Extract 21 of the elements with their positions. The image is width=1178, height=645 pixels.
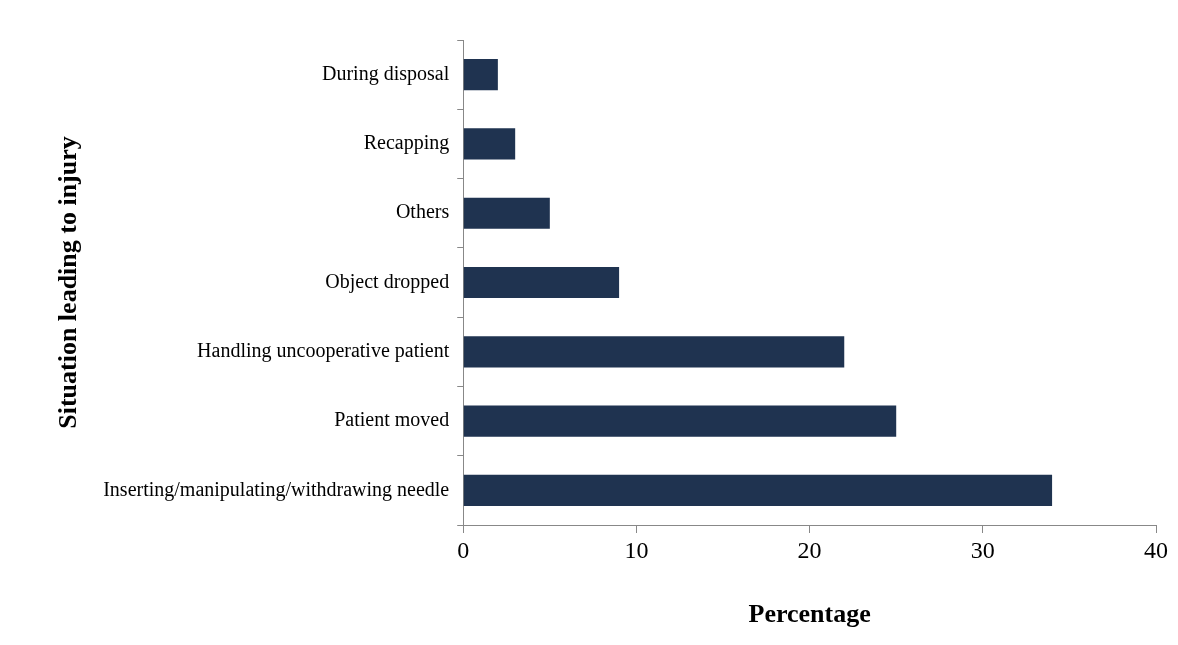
x-tick-label: 0 <box>457 536 470 563</box>
x-tick-label: 10 <box>624 536 649 563</box>
bar <box>463 474 1053 506</box>
y-tick-label: Inserting/manipulating/withdrawing needle <box>103 477 450 501</box>
y-tick-label: During disposal <box>322 61 450 85</box>
x-tick-label: 30 <box>970 536 995 563</box>
bar <box>463 59 498 91</box>
y-tick-label: Patient moved <box>334 408 450 431</box>
bar <box>463 197 550 229</box>
y-tick-label: Handling uncooperative patient <box>197 339 450 363</box>
y-tick-label: Others <box>395 200 450 223</box>
bar <box>463 405 897 437</box>
x-tick-label: 20 <box>797 536 822 563</box>
y-tick-label: Recapping <box>363 131 450 155</box>
x-axis-title: Percentage <box>748 599 871 629</box>
y-tick-label: Object dropped <box>325 269 450 293</box>
x-tick-label: 40 <box>1144 536 1168 563</box>
bar <box>463 336 845 368</box>
bar <box>463 128 516 160</box>
bar <box>463 266 620 299</box>
y-axis-title: Situation leading to injury <box>53 136 83 429</box>
